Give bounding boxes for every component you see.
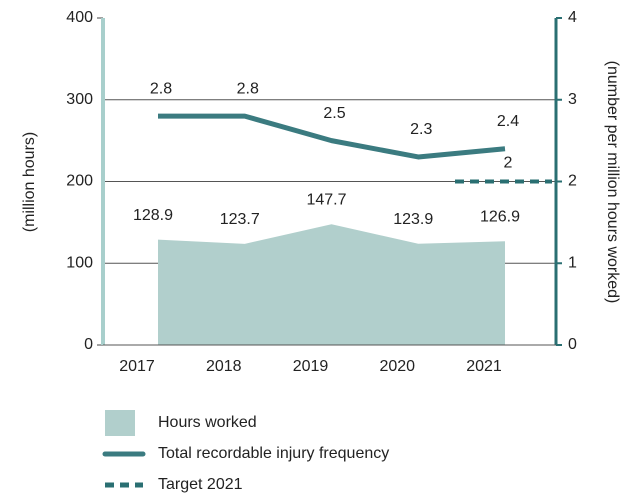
y-tick-label: 0 xyxy=(84,336,93,353)
y2-tick-label: 3 xyxy=(568,91,577,108)
legend-label: Hours worked xyxy=(158,414,257,431)
area xyxy=(158,224,505,345)
y-tick-label: 400 xyxy=(66,9,93,26)
x-tick-label: 2017 xyxy=(119,358,155,375)
data-label: 128.9 xyxy=(133,207,173,224)
data-label: 123.7 xyxy=(220,211,260,228)
data-label: 2 xyxy=(504,155,513,172)
data-label: 126.9 xyxy=(480,208,520,225)
legend-label: Total recordable injury frequency xyxy=(158,445,389,462)
data-label: 2.5 xyxy=(323,105,345,122)
y2-tick-label: 2 xyxy=(568,173,577,190)
x-tick-label: 2021 xyxy=(466,358,502,375)
y-tick-label: 300 xyxy=(66,91,93,108)
y-tick-label: 200 xyxy=(66,173,93,190)
y2-tick-label: 4 xyxy=(568,9,577,26)
data-label: 2.3 xyxy=(410,121,432,138)
y2-tick-label: 1 xyxy=(568,254,577,271)
legend-label: Target 2021 xyxy=(158,476,243,493)
data-label: 2.8 xyxy=(237,80,259,97)
data-label: 147.7 xyxy=(306,191,346,208)
x-tick-label: 2018 xyxy=(206,358,242,375)
y-axis-label: (million hours) xyxy=(21,132,38,232)
data-label: 2.4 xyxy=(497,113,519,130)
data-label: 2.8 xyxy=(150,80,172,97)
x-tick-label: 2020 xyxy=(379,358,415,375)
y-tick-label: 100 xyxy=(66,254,93,271)
data-label: 123.9 xyxy=(393,211,433,228)
legend-swatch xyxy=(105,410,135,436)
x-tick-label: 2019 xyxy=(293,358,329,375)
y2-axis-label: (number per million hours worked) xyxy=(604,61,621,304)
line xyxy=(158,113,506,160)
y2-tick-label: 0 xyxy=(568,336,577,353)
